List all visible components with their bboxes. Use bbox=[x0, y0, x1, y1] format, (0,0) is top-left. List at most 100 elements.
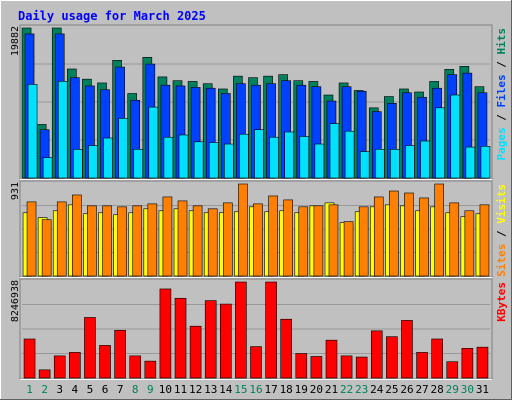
bar-sites-day-29 bbox=[449, 202, 460, 277]
bar-kbytes-day-1 bbox=[23, 338, 36, 379]
bar-kbytes-day-23 bbox=[355, 356, 368, 379]
bar-sites-day-15 bbox=[238, 183, 248, 277]
x-label-day-6: 6 bbox=[102, 383, 109, 396]
bar-pages-day-9 bbox=[148, 106, 159, 179]
bar-sites-day-24 bbox=[373, 196, 384, 277]
legend-separator: / bbox=[495, 224, 508, 244]
bar-sites-day-22 bbox=[343, 221, 354, 277]
x-label-day-11: 11 bbox=[174, 383, 187, 396]
bar-pages-day-16 bbox=[254, 129, 264, 179]
x-label-day-28: 28 bbox=[431, 383, 444, 396]
bar-sites-day-3 bbox=[56, 201, 67, 277]
x-label-day-16: 16 bbox=[249, 383, 262, 396]
bar-pages-day-13 bbox=[208, 142, 219, 179]
x-label-day-7: 7 bbox=[117, 383, 124, 396]
x-label-day-5: 5 bbox=[87, 383, 94, 396]
bar-sites-day-4 bbox=[72, 194, 82, 277]
bar-kbytes-day-31 bbox=[476, 346, 489, 379]
bar-sites-day-2 bbox=[41, 219, 52, 277]
x-label-day-21: 21 bbox=[325, 383, 338, 396]
bar-sites-day-9 bbox=[147, 203, 158, 277]
y-max-label: 19882 bbox=[10, 26, 21, 56]
bar-kbytes-day-14 bbox=[220, 303, 232, 379]
chart-title: Daily usage for March 2025 bbox=[18, 9, 206, 23]
panel-visits_sites: 931 Sites / Visits bbox=[10, 180, 508, 278]
bar-kbytes-day-12 bbox=[189, 325, 202, 379]
bar-sites-day-18 bbox=[283, 199, 293, 277]
bar-sites-day-1 bbox=[26, 201, 37, 277]
bar-kbytes-day-21 bbox=[325, 339, 338, 379]
bar-pages-day-21 bbox=[329, 123, 340, 179]
bar-sites-day-20 bbox=[313, 205, 324, 277]
bar-sites-day-13 bbox=[207, 208, 218, 277]
bar-pages-day-17 bbox=[269, 136, 279, 179]
bar-sites-day-21 bbox=[328, 204, 339, 277]
x-label-day-15: 15 bbox=[234, 383, 247, 396]
bar-pages-day-7 bbox=[118, 118, 128, 179]
bar-sites-day-23 bbox=[358, 206, 369, 277]
x-label-day-22: 22 bbox=[340, 383, 353, 396]
bar-pages-day-14 bbox=[224, 143, 234, 179]
bar-sites-day-7 bbox=[117, 206, 127, 277]
legend-separator: / bbox=[495, 55, 508, 75]
side-legend: Pages / Files / Hits bbox=[495, 28, 508, 161]
bar-pages-day-26 bbox=[405, 145, 415, 179]
bar-kbytes-day-30 bbox=[461, 348, 474, 379]
x-label-day-17: 17 bbox=[264, 383, 277, 396]
bar-kbytes-day-7 bbox=[114, 329, 126, 379]
x-label-day-23: 23 bbox=[355, 383, 368, 396]
legend-visits: Visits bbox=[495, 184, 508, 224]
y-max-label: 931 bbox=[10, 182, 21, 200]
x-label-day-1: 1 bbox=[26, 383, 33, 396]
bar-sites-day-31 bbox=[479, 204, 490, 277]
panel-kbytes: 8246938 KBytes bbox=[10, 278, 508, 380]
bar-sites-day-27 bbox=[419, 197, 429, 277]
bar-pages-day-24 bbox=[374, 149, 385, 179]
bar-sites-day-28 bbox=[434, 183, 444, 277]
bar-pages-day-20 bbox=[314, 143, 325, 179]
bar-pages-day-6 bbox=[103, 137, 113, 179]
series-sites bbox=[26, 183, 490, 277]
bar-pages-day-1 bbox=[27, 84, 38, 179]
bar-kbytes-day-11 bbox=[174, 297, 187, 379]
bar-kbytes-day-29 bbox=[446, 361, 459, 379]
bar-pages-day-28 bbox=[435, 107, 445, 179]
x-label-day-25: 25 bbox=[385, 383, 398, 396]
bar-kbytes-day-5 bbox=[84, 317, 96, 379]
bar-pages-day-3 bbox=[57, 81, 68, 179]
bar-pages-day-19 bbox=[299, 136, 310, 179]
bar-kbytes-day-3 bbox=[53, 355, 66, 379]
x-label-day-9: 9 bbox=[147, 383, 154, 396]
bar-pages-day-12 bbox=[193, 141, 204, 179]
bar-kbytes-day-17 bbox=[265, 281, 277, 379]
bar-sites-day-12 bbox=[192, 205, 203, 277]
bar-sites-day-26 bbox=[404, 192, 414, 277]
bar-kbytes-day-24 bbox=[370, 330, 383, 379]
bar-kbytes-day-13 bbox=[204, 300, 217, 379]
legend-hits: Hits bbox=[495, 28, 508, 55]
bar-pages-day-18 bbox=[284, 131, 294, 179]
x-label-day-8: 8 bbox=[132, 383, 139, 396]
bar-sites-day-11 bbox=[177, 200, 188, 277]
bar-pages-day-22 bbox=[344, 130, 355, 179]
bar-sites-day-5 bbox=[87, 205, 97, 277]
series-pages bbox=[27, 81, 491, 179]
x-label-day-19: 19 bbox=[295, 383, 308, 396]
x-axis-labels: 1 2 3 4 5 6 7 8 9 10 11 12 13 14 15 16 17 18 19 20 21 22 23 24 2… bbox=[26, 383, 489, 396]
bar-sites-day-16 bbox=[253, 203, 263, 277]
bar-pages-day-25 bbox=[390, 149, 400, 179]
bar-sites-day-6 bbox=[102, 205, 112, 277]
bar-kbytes-day-20 bbox=[310, 356, 323, 379]
legend-separator: / bbox=[495, 108, 508, 128]
legend-pages: Pages bbox=[495, 127, 508, 160]
bar-pages-day-11 bbox=[178, 134, 189, 179]
x-label-day-10: 10 bbox=[159, 383, 172, 396]
bar-kbytes-day-6 bbox=[99, 345, 111, 379]
panel-hits_files_pages: 19882 Pages / Files / Hits bbox=[10, 24, 508, 180]
bar-kbytes-day-16 bbox=[250, 346, 262, 379]
bar-kbytes-day-10 bbox=[159, 288, 172, 379]
side-legend: Sites / Visits bbox=[495, 184, 508, 277]
x-label-day-26: 26 bbox=[400, 383, 413, 396]
bar-kbytes-day-22 bbox=[340, 355, 353, 379]
